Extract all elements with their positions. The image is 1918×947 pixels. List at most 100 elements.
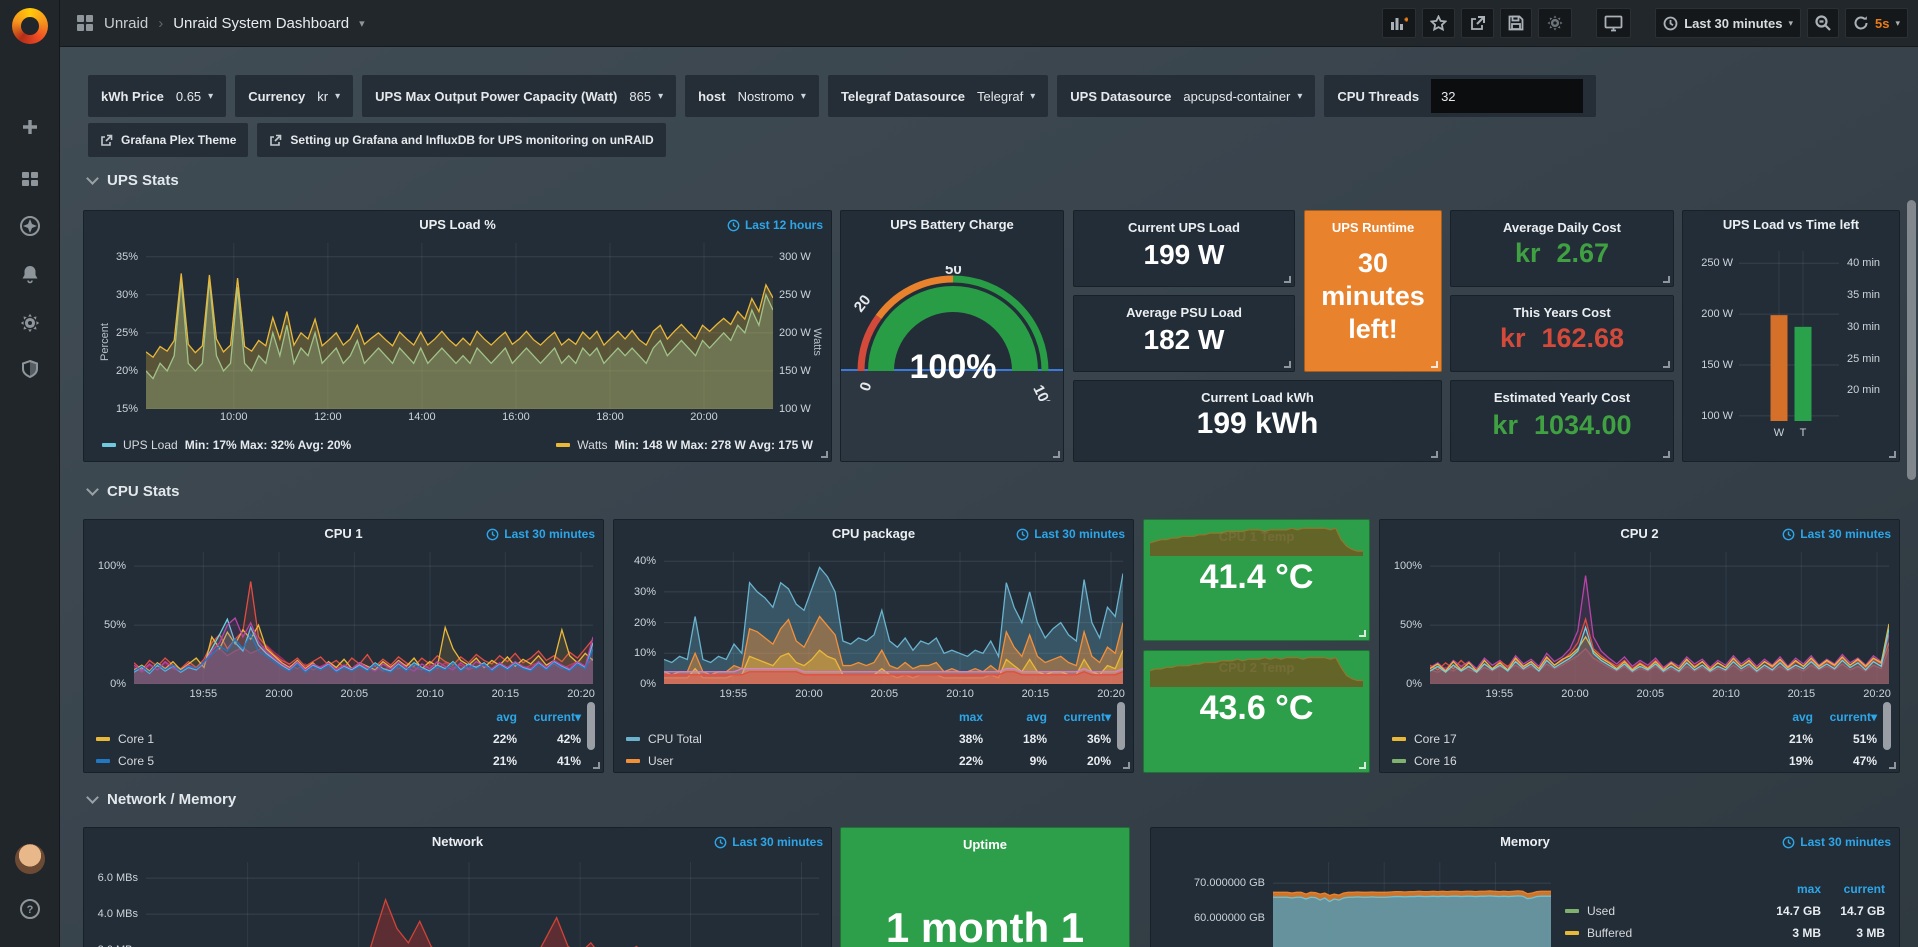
stat-title[interactable]: UPS Runtime [1331, 220, 1415, 235]
battery-gauge[interactable]: 0 20 50 100 100% [853, 266, 1053, 401]
page-scrollbar-thumb[interactable] [1907, 200, 1916, 480]
panel-resize-handle[interactable] [1284, 361, 1291, 368]
panel-time-override[interactable]: Last 30 minutes [714, 828, 823, 856]
variable-value-dropdown[interactable]: apcupsd-container ▾ [1183, 88, 1303, 104]
panel-title[interactable]: Network [431, 834, 484, 849]
legend-series-name[interactable]: Core 16 [1392, 754, 1749, 768]
legend-column-header[interactable]: max [1796, 882, 1821, 896]
stat-title[interactable]: Current Load kWh [1201, 390, 1314, 405]
panel-resize-handle[interactable] [1889, 762, 1896, 769]
legend-series-name[interactable]: UPS Load [123, 438, 178, 452]
stat-title[interactable]: Average Daily Cost [1502, 220, 1621, 235]
stat-title[interactable]: Current UPS Load [1128, 220, 1240, 235]
stat-title[interactable]: Estimated Yearly Cost [1493, 390, 1631, 405]
chart-plot-area[interactable] [1273, 862, 1551, 947]
variable-value-dropdown[interactable]: Telegraf ▾ [976, 88, 1036, 104]
section-cpu-stats[interactable]: CPU Stats [86, 483, 180, 500]
link-grafana-plex-theme[interactable]: Grafana Plex Theme [88, 123, 249, 157]
panel-title[interactable]: CPU 1 [324, 526, 363, 541]
legend-series-name[interactable]: Watts [577, 438, 608, 452]
share-button[interactable] [1461, 8, 1495, 38]
panel-resize-handle[interactable] [1359, 762, 1366, 769]
panel-resize-handle[interactable] [1053, 451, 1060, 458]
zoom-out-button[interactable] [1807, 8, 1839, 38]
legend-series-name[interactable]: Core 17 [1392, 732, 1749, 746]
panel-time-override[interactable]: Last 30 minutes [1782, 828, 1891, 856]
dashboards-icon[interactable] [14, 163, 46, 195]
variable-value-dropdown[interactable]: Nostromo ▾ [737, 88, 806, 104]
page-title[interactable]: Unraid System Dashboard [173, 14, 350, 32]
panel-resize-handle[interactable] [1359, 630, 1366, 637]
panel-resize-handle[interactable] [1889, 451, 1896, 458]
save-button[interactable] [1500, 8, 1533, 38]
stat-title[interactable]: Average PSU Load [1126, 305, 1242, 320]
legend-series-name[interactable]: Core 5 [96, 754, 453, 768]
legend-column-header[interactable]: current [1843, 882, 1885, 896]
legend-series-name[interactable]: Core 1 [96, 732, 453, 746]
panel-resize-handle[interactable] [1663, 451, 1670, 458]
chart-plot-area[interactable] [146, 243, 773, 409]
legend-series-name[interactable]: CPU Total [626, 732, 919, 746]
explore-compass-icon[interactable] [14, 210, 46, 242]
panel-resize-handle[interactable] [1431, 361, 1438, 368]
panel-time-override[interactable]: Last 12 hours [727, 211, 823, 239]
create-plus-icon[interactable] [14, 111, 46, 143]
chart-plot-area[interactable] [146, 862, 819, 947]
grafana-logo[interactable] [12, 8, 48, 44]
panel-title[interactable]: Memory [1500, 834, 1550, 849]
panel-resize-handle[interactable] [593, 762, 600, 769]
legend-scrollbar[interactable] [1883, 702, 1891, 750]
panel-time-override[interactable]: Last 30 minutes [1782, 520, 1891, 548]
title-caret-icon[interactable]: ▾ [359, 17, 365, 30]
panel-resize-handle[interactable] [1284, 276, 1291, 283]
time-range-picker[interactable]: Last 30 minutes ▾ [1655, 8, 1801, 38]
chart-plot-area[interactable] [134, 552, 593, 684]
chart-plot-area[interactable] [664, 552, 1123, 684]
variable-value-dropdown[interactable]: 0.65 ▾ [175, 88, 214, 104]
cycle-view-mode-button[interactable] [1596, 8, 1632, 38]
add-panel-button[interactable] [1382, 8, 1417, 38]
legend-column-header[interactable]: current▾ [1829, 710, 1877, 724]
panel-resize-handle[interactable] [1663, 276, 1670, 283]
legend-series-name[interactable]: Used [1565, 904, 1757, 918]
chart-plot-area[interactable] [1430, 552, 1889, 684]
cpu-threads-input[interactable] [1431, 79, 1584, 113]
legend-series-name[interactable]: User [626, 754, 919, 768]
variable-value-dropdown[interactable]: 865 ▾ [629, 88, 664, 104]
legend-column-header[interactable]: max [958, 710, 983, 724]
refresh-interval-label[interactable]: 5s [1875, 15, 1890, 31]
panel-title[interactable]: UPS Load % [419, 217, 496, 232]
help-icon[interactable]: ? [14, 893, 46, 925]
link-ups-monitoring-guide[interactable]: Setting up Grafana and InfluxDB for UPS … [257, 123, 666, 157]
refresh-caret-icon[interactable]: ▾ [1895, 17, 1900, 28]
panel-time-override[interactable]: Last 30 minutes [1016, 520, 1125, 548]
panel-title[interactable]: UPS Battery Charge [890, 217, 1014, 232]
variable-value-dropdown[interactable]: kr ▾ [317, 88, 341, 104]
breadcrumb-app[interactable]: Unraid [104, 14, 149, 32]
legend-column-header[interactable]: avg [1792, 710, 1813, 724]
configuration-gear-icon[interactable] [14, 307, 46, 339]
legend-column-header[interactable]: current▾ [533, 710, 581, 724]
section-network-memory[interactable]: Network / Memory [86, 791, 236, 808]
panel-title[interactable]: UPS Load vs Time left [1722, 217, 1860, 232]
star-button[interactable] [1422, 8, 1456, 38]
stat-title[interactable]: Uptime [962, 837, 1008, 852]
server-admin-shield-icon[interactable] [14, 353, 46, 385]
legend-column-header[interactable]: avg [496, 710, 517, 724]
alerting-bell-icon[interactable] [14, 258, 46, 290]
legend-column-header[interactable]: current▾ [1063, 710, 1111, 724]
panel-resize-handle[interactable] [1663, 361, 1670, 368]
panel-resize-handle[interactable] [1431, 451, 1438, 458]
chart-plot-area[interactable] [1739, 251, 1839, 421]
stat-title[interactable]: This Years Cost [1513, 305, 1611, 320]
panel-title[interactable]: CPU 2 [1620, 526, 1659, 541]
panel-resize-handle[interactable] [1123, 762, 1130, 769]
legend-scrollbar[interactable] [587, 702, 595, 750]
user-avatar[interactable] [15, 844, 45, 874]
legend-series-name[interactable]: Buffered [1565, 926, 1757, 940]
legend-scrollbar[interactable] [1117, 702, 1125, 750]
section-ups-stats[interactable]: UPS Stats [86, 172, 179, 189]
panel-title[interactable]: CPU package [831, 526, 916, 541]
panel-resize-handle[interactable] [821, 451, 828, 458]
legend-column-header[interactable]: avg [1026, 710, 1047, 724]
